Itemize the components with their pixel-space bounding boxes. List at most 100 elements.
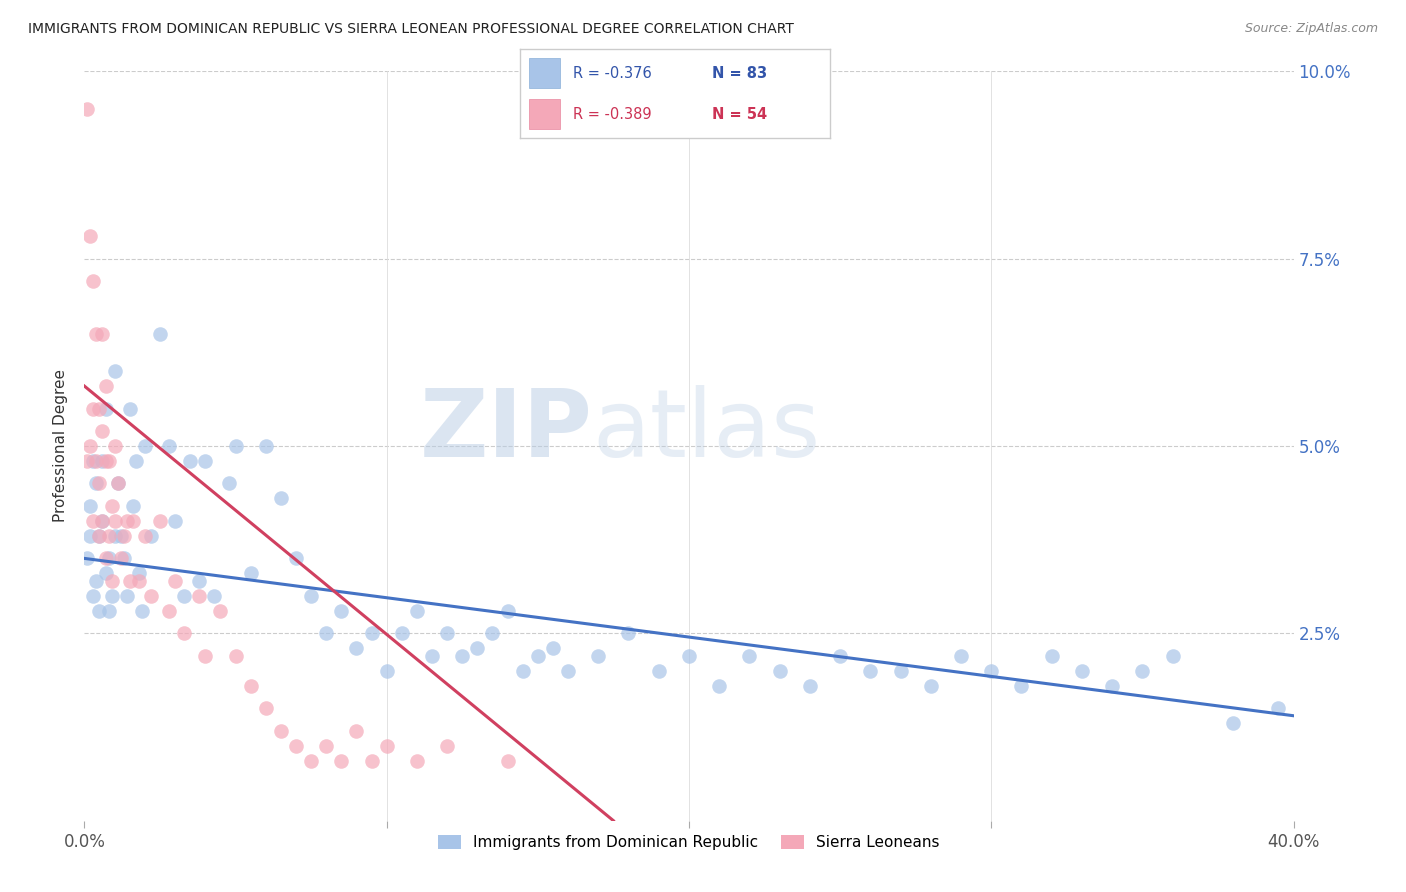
Point — [89, 476, 111, 491]
Point — [188, 589, 211, 603]
Point — [118, 574, 141, 588]
Point — [86, 476, 108, 491]
Point — [315, 739, 337, 753]
Point — [76, 102, 98, 116]
Point — [1222, 716, 1244, 731]
Point — [648, 664, 671, 678]
Point — [157, 439, 180, 453]
Point — [1101, 679, 1123, 693]
Text: R = -0.376: R = -0.376 — [572, 66, 651, 80]
Point — [121, 499, 143, 513]
Point — [209, 604, 232, 618]
Point — [91, 424, 114, 438]
Point — [239, 679, 262, 693]
Point — [82, 401, 104, 416]
Point — [139, 529, 162, 543]
Point — [104, 529, 127, 543]
Point — [436, 626, 458, 640]
Point — [496, 754, 519, 768]
Point — [179, 454, 201, 468]
Point — [149, 326, 172, 341]
Point — [86, 326, 108, 341]
Point — [420, 648, 443, 663]
Text: N = 83: N = 83 — [711, 66, 768, 80]
Point — [799, 679, 821, 693]
Point — [89, 529, 111, 543]
Point — [254, 701, 277, 715]
Point — [980, 664, 1002, 678]
Point — [86, 574, 108, 588]
Point — [89, 604, 111, 618]
Point — [104, 364, 127, 378]
Point — [890, 664, 912, 678]
Point — [1071, 664, 1094, 678]
Text: N = 54: N = 54 — [711, 107, 768, 121]
Point — [128, 566, 150, 581]
Point — [225, 439, 247, 453]
Point — [406, 754, 429, 768]
Point — [218, 476, 240, 491]
Point — [104, 514, 127, 528]
Point — [112, 529, 135, 543]
Point — [299, 754, 322, 768]
Point — [315, 626, 337, 640]
Point — [481, 626, 503, 640]
Point — [107, 476, 129, 491]
Point — [588, 648, 610, 663]
Point — [1011, 679, 1033, 693]
Point — [82, 454, 104, 468]
Point — [110, 529, 132, 543]
Point — [1130, 664, 1153, 678]
Point — [617, 626, 640, 640]
Point — [830, 648, 852, 663]
Point — [285, 551, 308, 566]
Point — [406, 604, 429, 618]
Text: IMMIGRANTS FROM DOMINICAN REPUBLIC VS SIERRA LEONEAN PROFESSIONAL DEGREE CORRELA: IMMIGRANTS FROM DOMINICAN REPUBLIC VS SI… — [28, 22, 794, 37]
Point — [79, 439, 101, 453]
Point — [94, 401, 117, 416]
Text: R = -0.389: R = -0.389 — [572, 107, 651, 121]
Point — [1267, 701, 1289, 715]
Point — [115, 589, 138, 603]
Point — [82, 589, 104, 603]
Point — [270, 491, 292, 506]
Point — [346, 723, 368, 738]
Point — [285, 739, 308, 753]
Point — [91, 454, 114, 468]
Point — [82, 274, 104, 288]
Point — [112, 551, 135, 566]
Point — [165, 574, 187, 588]
Point — [91, 326, 114, 341]
Point — [451, 648, 474, 663]
Point — [541, 641, 564, 656]
Point — [79, 229, 101, 244]
Point — [467, 641, 489, 656]
Bar — [530, 99, 561, 129]
Point — [173, 589, 195, 603]
Point — [104, 439, 127, 453]
Point — [157, 604, 180, 618]
Point — [149, 514, 172, 528]
Point — [194, 454, 217, 468]
Point — [100, 499, 122, 513]
Point — [346, 641, 368, 656]
Point — [94, 566, 117, 581]
Point — [91, 514, 114, 528]
Point — [270, 723, 292, 738]
Point — [100, 589, 122, 603]
Point — [512, 664, 534, 678]
Point — [709, 679, 731, 693]
Point — [436, 739, 458, 753]
Point — [115, 514, 138, 528]
Point — [950, 648, 973, 663]
Point — [107, 476, 129, 491]
Point — [557, 664, 579, 678]
Point — [299, 589, 322, 603]
Point — [360, 754, 382, 768]
Point — [110, 551, 132, 566]
Point — [527, 648, 550, 663]
Point — [86, 454, 108, 468]
Point — [173, 626, 195, 640]
Point — [97, 604, 120, 618]
Point — [89, 529, 111, 543]
